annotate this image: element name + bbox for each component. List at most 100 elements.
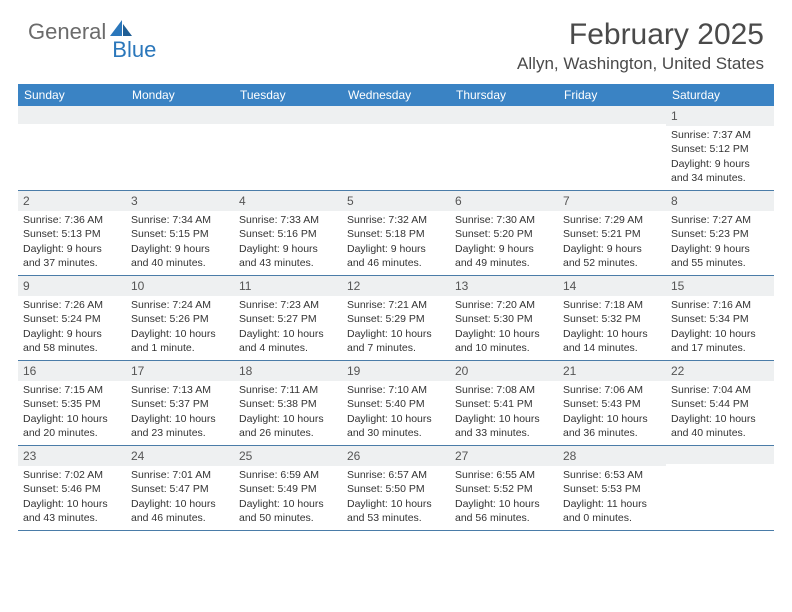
day-number: 5 [342, 191, 450, 211]
page-title: February 2025 [517, 18, 764, 52]
day-number: 4 [234, 191, 342, 211]
day-number: 21 [558, 361, 666, 381]
day-cell: 12Sunrise: 7:21 AMSunset: 5:29 PMDayligh… [342, 276, 450, 360]
day-cell: 16Sunrise: 7:15 AMSunset: 5:35 PMDayligh… [18, 361, 126, 445]
daylight-text: Daylight: 10 hours and 26 minutes. [239, 412, 337, 440]
sunrise-text: Sunrise: 6:57 AM [347, 468, 445, 482]
sunset-text: Sunset: 5:34 PM [671, 312, 769, 326]
daylight-text: Daylight: 9 hours and 52 minutes. [563, 242, 661, 270]
daylight-text: Daylight: 10 hours and 20 minutes. [23, 412, 121, 440]
sunset-text: Sunset: 5:32 PM [563, 312, 661, 326]
daylight-text: Daylight: 9 hours and 37 minutes. [23, 242, 121, 270]
day-cell: 22Sunrise: 7:04 AMSunset: 5:44 PMDayligh… [666, 361, 774, 445]
day-number: 11 [234, 276, 342, 296]
daylight-text: Daylight: 10 hours and 53 minutes. [347, 497, 445, 525]
sunrise-text: Sunrise: 7:32 AM [347, 213, 445, 227]
sunrise-text: Sunrise: 7:18 AM [563, 298, 661, 312]
sunrise-text: Sunrise: 7:20 AM [455, 298, 553, 312]
daylight-text: Daylight: 10 hours and 50 minutes. [239, 497, 337, 525]
sunset-text: Sunset: 5:16 PM [239, 227, 337, 241]
sunrise-text: Sunrise: 6:59 AM [239, 468, 337, 482]
week-row: 2Sunrise: 7:36 AMSunset: 5:13 PMDaylight… [18, 191, 774, 276]
sunset-text: Sunset: 5:49 PM [239, 482, 337, 496]
sunrise-text: Sunrise: 7:23 AM [239, 298, 337, 312]
day-cell: 3Sunrise: 7:34 AMSunset: 5:15 PMDaylight… [126, 191, 234, 275]
day-cell [558, 106, 666, 190]
brand-logo: General Blue [28, 18, 156, 45]
day-cell: 11Sunrise: 7:23 AMSunset: 5:27 PMDayligh… [234, 276, 342, 360]
sunrise-text: Sunrise: 7:02 AM [23, 468, 121, 482]
day-number: 16 [18, 361, 126, 381]
day-number [342, 106, 450, 124]
sunset-text: Sunset: 5:52 PM [455, 482, 553, 496]
day-number: 8 [666, 191, 774, 211]
day-number: 7 [558, 191, 666, 211]
weekday-header: Monday [126, 84, 234, 106]
sunset-text: Sunset: 5:24 PM [23, 312, 121, 326]
day-cell: 4 Sunrise: 7:33 AMSunset: 5:16 PMDaylight… [234, 191, 342, 275]
page-subtitle: Allyn, Washington, United States [517, 54, 764, 74]
sunrise-text: Sunrise: 7:15 AM [23, 383, 121, 397]
daylight-text: Daylight: 10 hours and 23 minutes. [131, 412, 229, 440]
sunrise-text: Sunrise: 7:04 AM [671, 383, 769, 397]
day-number: 24 [126, 446, 234, 466]
daylight-text: Daylight: 10 hours and 36 minutes. [563, 412, 661, 440]
daylight-text: Daylight: 9 hours and 43 minutes. [239, 242, 337, 270]
day-number: 15 [666, 276, 774, 296]
sunrise-text: Sunrise: 7:08 AM [455, 383, 553, 397]
day-cell [18, 106, 126, 190]
daylight-text: Daylight: 10 hours and 7 minutes. [347, 327, 445, 355]
daylight-text: Daylight: 10 hours and 56 minutes. [455, 497, 553, 525]
sunset-text: Sunset: 5:23 PM [671, 227, 769, 241]
day-number: 10 [126, 276, 234, 296]
daylight-text: Daylight: 10 hours and 17 minutes. [671, 327, 769, 355]
day-cell: 27Sunrise: 6:55 AMSunset: 5:52 PMDayligh… [450, 446, 558, 530]
week-row: 1Sunrise: 7:37 AMSunset: 5:12 PMDaylight… [18, 106, 774, 191]
sunrise-text: Sunrise: 7:24 AM [131, 298, 229, 312]
sunset-text: Sunset: 5:29 PM [347, 312, 445, 326]
daylight-text: Daylight: 9 hours and 49 minutes. [455, 242, 553, 270]
sunset-text: Sunset: 5:12 PM [671, 142, 769, 156]
day-number: 25 [234, 446, 342, 466]
daylight-text: Daylight: 10 hours and 4 minutes. [239, 327, 337, 355]
daylight-text: Daylight: 9 hours and 40 minutes. [131, 242, 229, 270]
sunset-text: Sunset: 5:46 PM [23, 482, 121, 496]
day-cell: 13Sunrise: 7:20 AMSunset: 5:30 PMDayligh… [450, 276, 558, 360]
day-cell [342, 106, 450, 190]
day-cell: 25 Sunrise: 6:59 AMSunset: 5:49 PMDayligh… [234, 446, 342, 530]
week-row: 9Sunrise: 7:26 AMSunset: 5:24 PMDaylight… [18, 276, 774, 361]
day-number: 1 [666, 106, 774, 126]
weekday-header-row: Sunday Monday Tuesday Wednesday Thursday… [18, 84, 774, 106]
day-cell: 17Sunrise: 7:13 AMSunset: 5:37 PMDayligh… [126, 361, 234, 445]
daylight-text: Daylight: 10 hours and 30 minutes. [347, 412, 445, 440]
day-number: 28 [558, 446, 666, 466]
sunrise-text: Sunrise: 7:33 AM [239, 213, 337, 227]
day-cell: 28Sunrise: 6:53 AMSunset: 5:53 PMDayligh… [558, 446, 666, 530]
sunset-text: Sunset: 5:38 PM [239, 397, 337, 411]
sunset-text: Sunset: 5:53 PM [563, 482, 661, 496]
daylight-text: Daylight: 9 hours and 34 minutes. [671, 157, 769, 185]
day-cell: 19Sunrise: 7:10 AMSunset: 5:40 PMDayligh… [342, 361, 450, 445]
sunset-text: Sunset: 5:40 PM [347, 397, 445, 411]
day-cell: 21Sunrise: 7:06 AMSunset: 5:43 PMDayligh… [558, 361, 666, 445]
daylight-text: Daylight: 10 hours and 10 minutes. [455, 327, 553, 355]
daylight-text: Daylight: 10 hours and 43 minutes. [23, 497, 121, 525]
day-number: 22 [666, 361, 774, 381]
sunset-text: Sunset: 5:20 PM [455, 227, 553, 241]
day-cell: 9Sunrise: 7:26 AMSunset: 5:24 PMDaylight… [18, 276, 126, 360]
day-number: 18 [234, 361, 342, 381]
calendar-table: Sunday Monday Tuesday Wednesday Thursday… [18, 84, 774, 531]
weeks-container: 1Sunrise: 7:37 AMSunset: 5:12 PMDaylight… [18, 106, 774, 531]
sunrise-text: Sunrise: 7:34 AM [131, 213, 229, 227]
day-cell: 1Sunrise: 7:37 AMSunset: 5:12 PMDaylight… [666, 106, 774, 190]
sunrise-text: Sunrise: 7:11 AM [239, 383, 337, 397]
sunrise-text: Sunrise: 7:01 AM [131, 468, 229, 482]
day-cell: 20Sunrise: 7:08 AMSunset: 5:41 PMDayligh… [450, 361, 558, 445]
day-number: 6 [450, 191, 558, 211]
day-cell: 8Sunrise: 7:27 AMSunset: 5:23 PMDaylight… [666, 191, 774, 275]
week-row: 16Sunrise: 7:15 AMSunset: 5:35 PMDayligh… [18, 361, 774, 446]
sunset-text: Sunset: 5:30 PM [455, 312, 553, 326]
sunset-text: Sunset: 5:18 PM [347, 227, 445, 241]
day-cell [126, 106, 234, 190]
day-number [234, 106, 342, 124]
